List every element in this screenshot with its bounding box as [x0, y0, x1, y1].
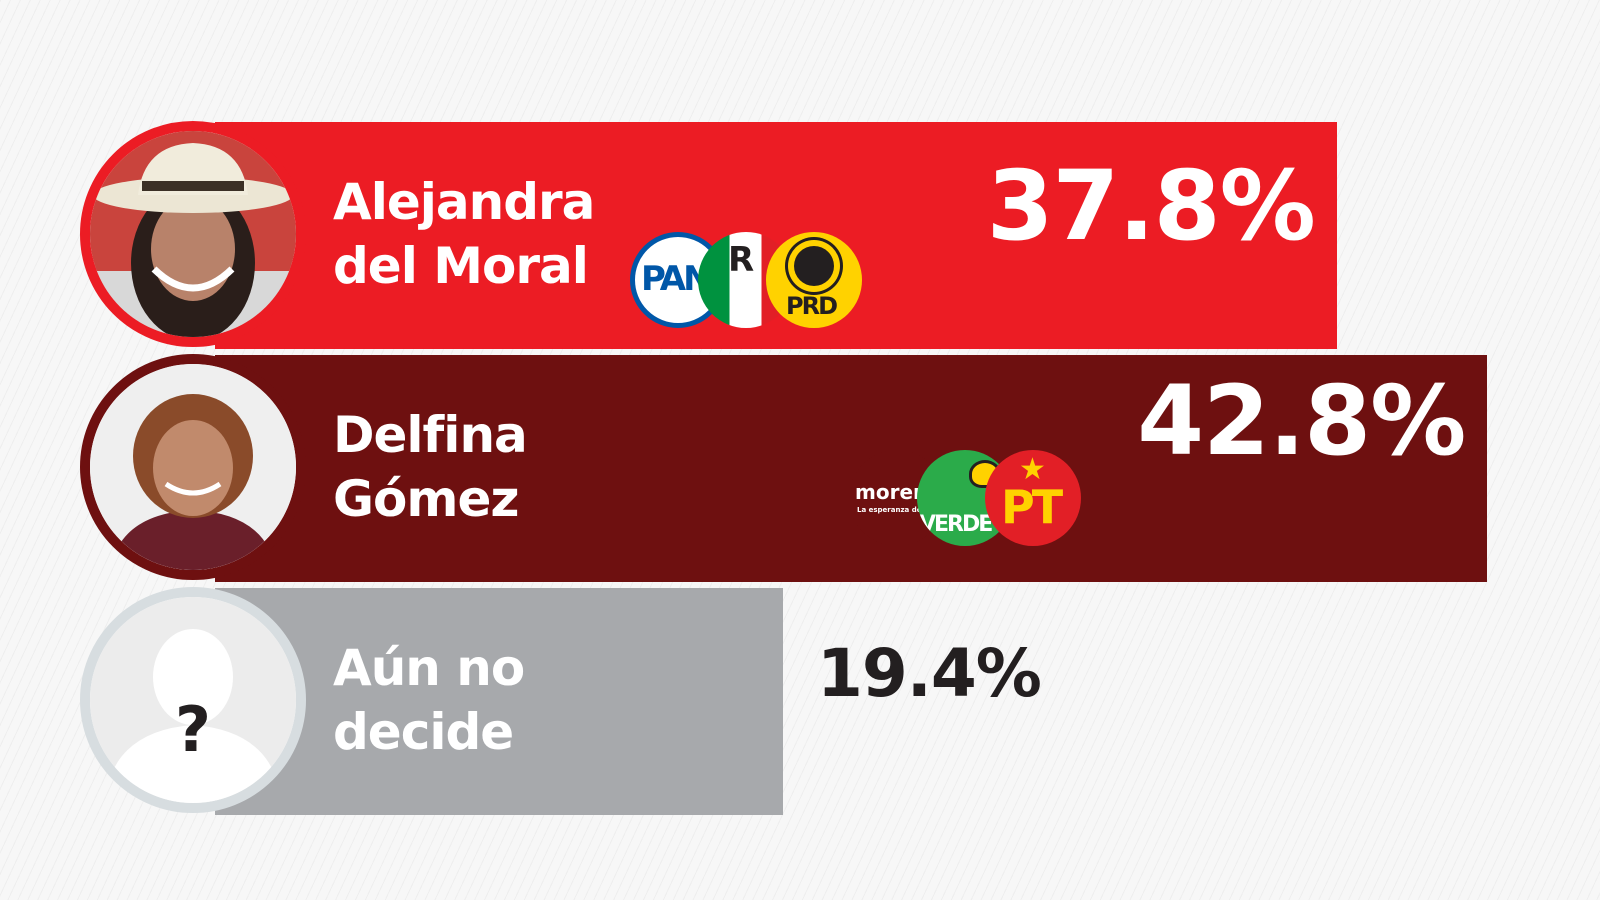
sun-icon [794, 246, 834, 286]
candidate-name-line: Delfina [333, 406, 528, 464]
logo-text: R [728, 240, 755, 280]
logo-subtext: La esperanza de México [857, 506, 945, 514]
bar-3 [215, 588, 783, 815]
prd-logo-icon: PRD [766, 232, 862, 328]
unknown-person-icon: ? [80, 586, 306, 813]
candidate-name-line: decide [333, 703, 514, 761]
bar-2 [215, 355, 1488, 582]
logo-text: VERDE [919, 512, 993, 537]
candidate-name-line: del Moral [333, 237, 589, 295]
logo-text: PRD [786, 292, 838, 320]
candidate-name: Delfina Gómez [333, 403, 528, 531]
logo-text: PT [1001, 480, 1063, 534]
value-label: 42.8% [1137, 365, 1466, 477]
candidate-photo-icon [80, 353, 306, 580]
coalition-logos: PAN R PRD [630, 232, 870, 332]
candidate-photo-icon [80, 120, 306, 347]
candidate-name-line: Gómez [333, 470, 520, 528]
candidate-name-line: Aún no [333, 639, 525, 697]
question-mark: ? [175, 692, 211, 766]
candidate-name-line: Alejandra [333, 173, 595, 231]
star-icon: ★ [1019, 452, 1046, 487]
coalition-logos: morena La esperanza de México VERDE ★ PT [849, 450, 1089, 550]
candidate-name: Aún no decide [333, 636, 525, 764]
candidate-name: Alejandra del Moral [333, 170, 595, 298]
value-label: 19.4% [816, 635, 1042, 712]
value-label: 37.8% [986, 150, 1316, 262]
pt-logo-icon: ★ PT [985, 450, 1081, 546]
